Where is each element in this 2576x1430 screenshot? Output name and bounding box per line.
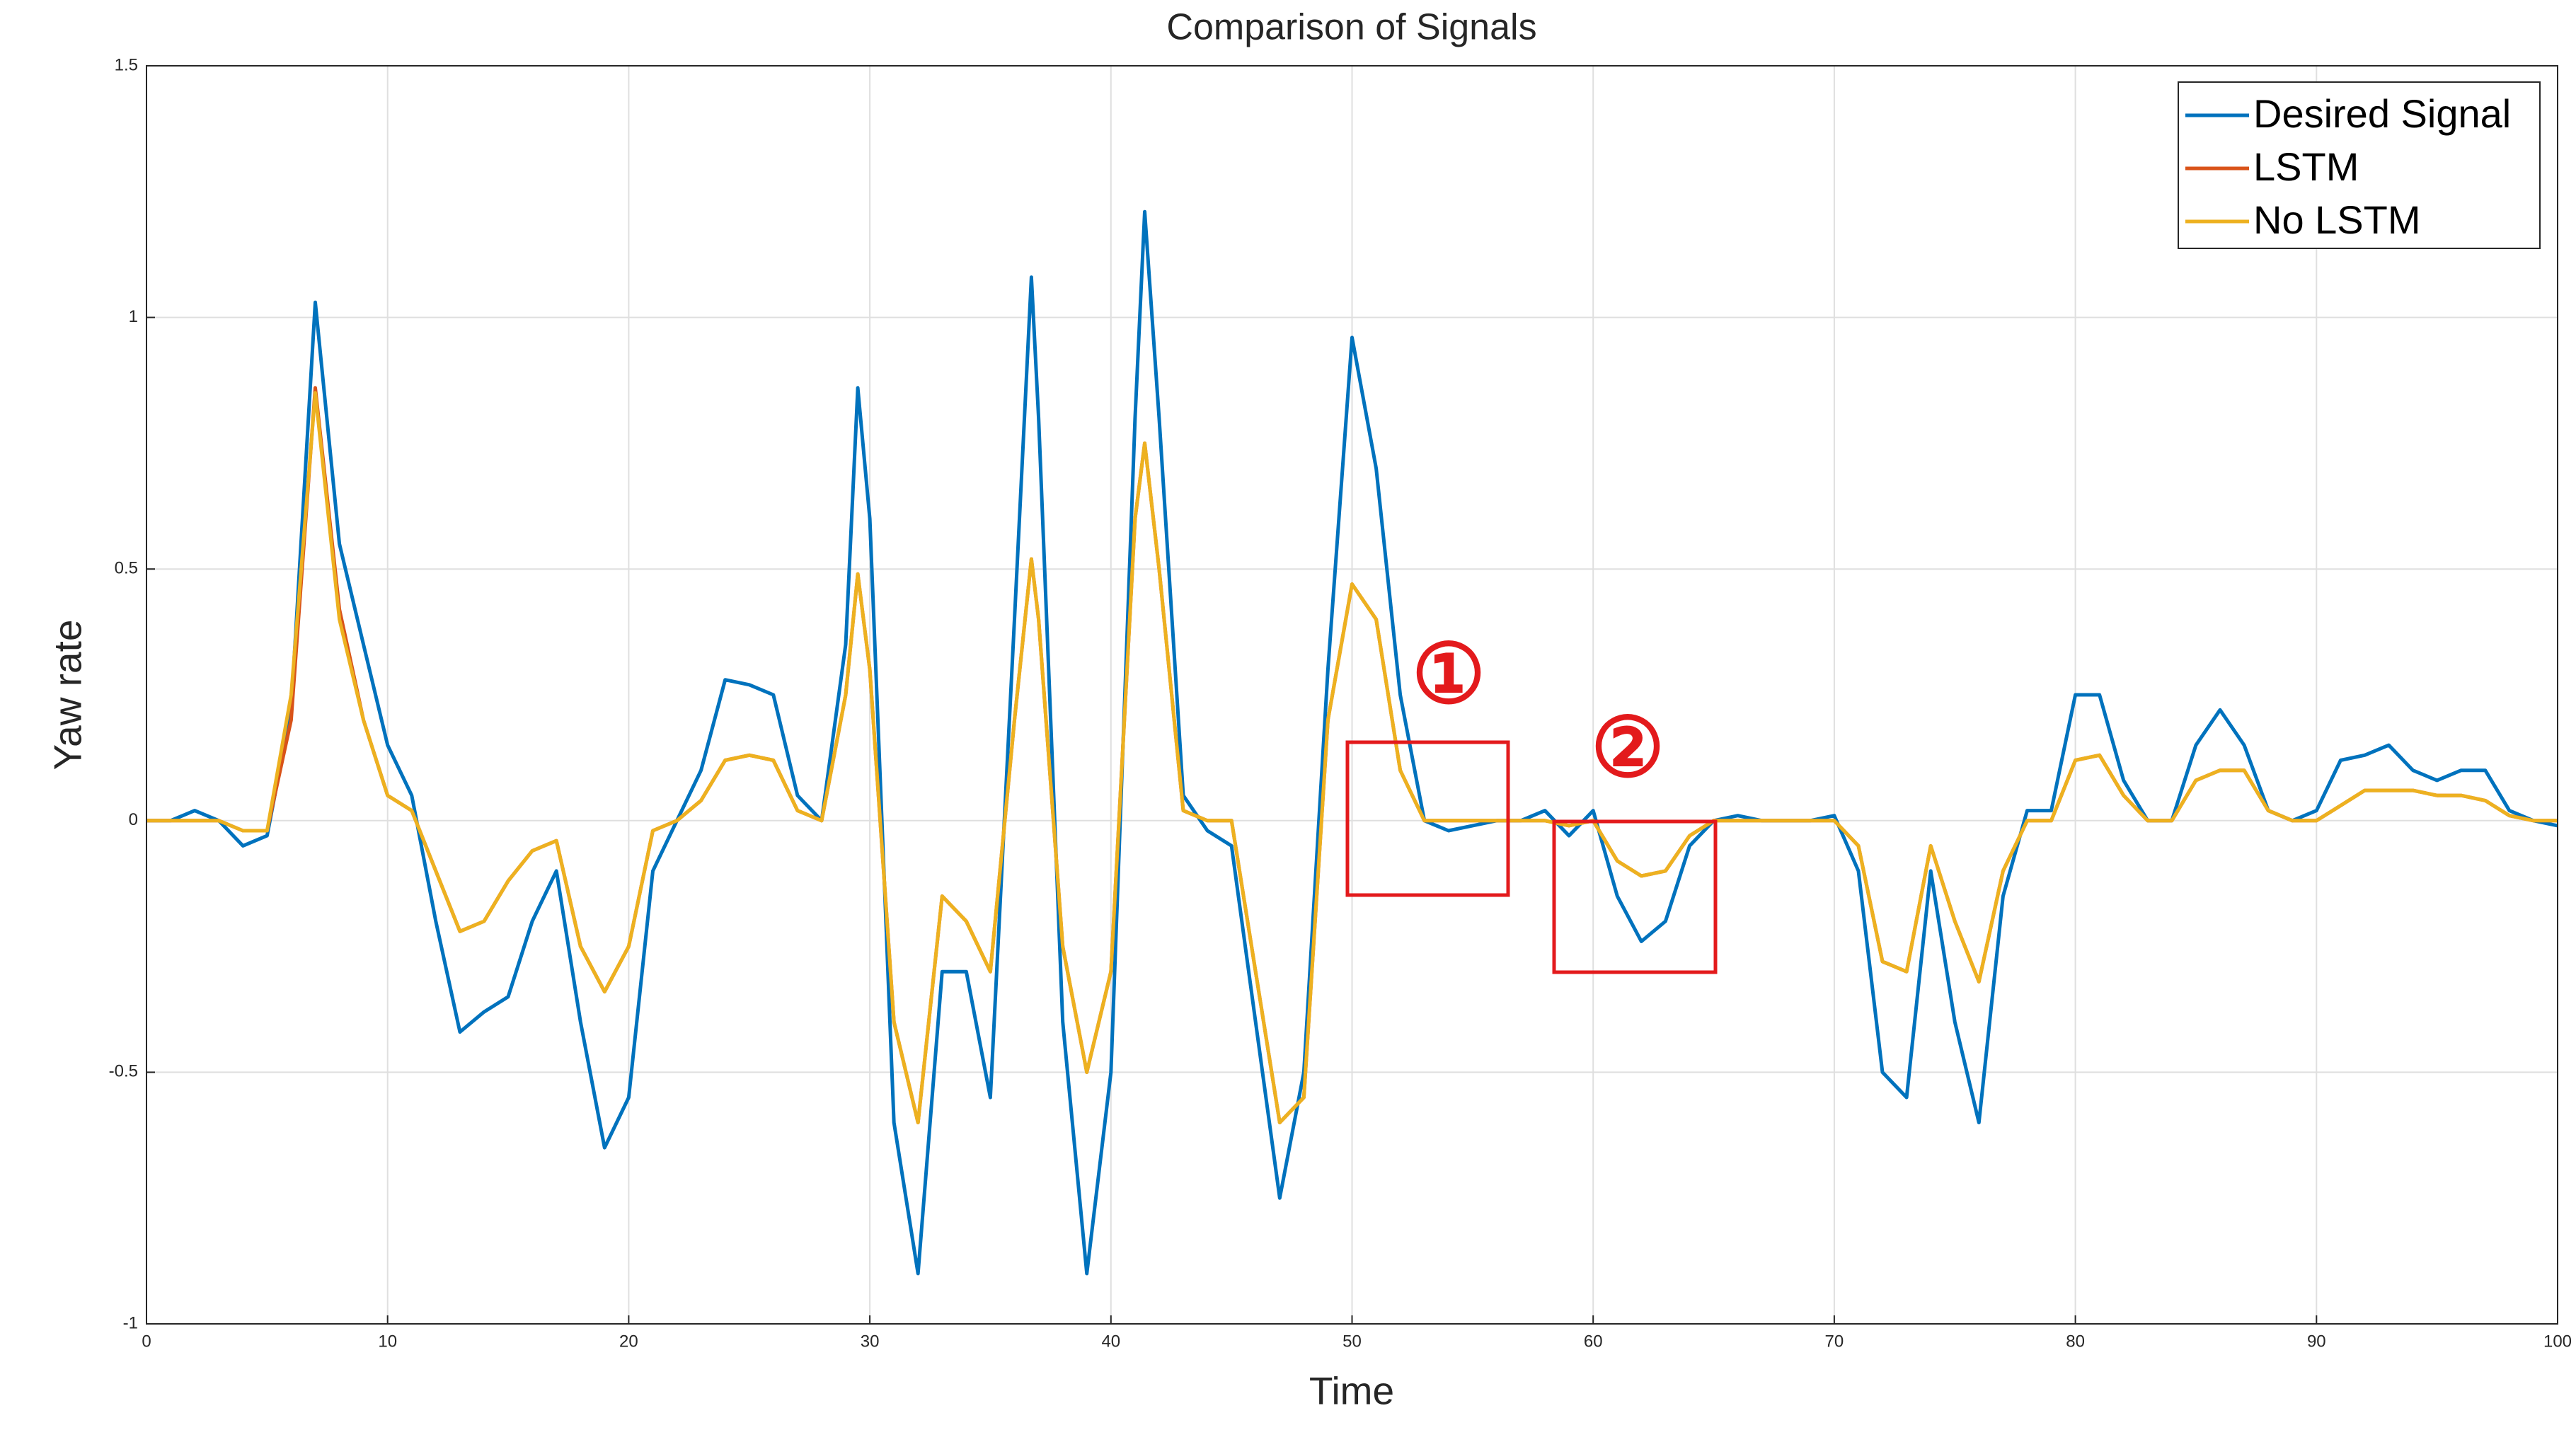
annotation: ② bbox=[1591, 702, 1664, 794]
legend-label: Desired Signal bbox=[2253, 91, 2511, 136]
series-line bbox=[146, 391, 2558, 1124]
x-axis-label: Time bbox=[1309, 1369, 1394, 1413]
x-tick-label: 70 bbox=[1825, 1332, 1844, 1351]
grid bbox=[146, 65, 2558, 1325]
y-tick-label: 1.5 bbox=[115, 55, 138, 74]
y-tick-label: 0.5 bbox=[115, 559, 138, 578]
y-axis-label: Yaw rate bbox=[46, 620, 90, 771]
x-tick-label: 10 bbox=[378, 1332, 397, 1351]
y-tick-label: -1 bbox=[123, 1313, 138, 1332]
axes-box bbox=[146, 65, 2558, 1325]
legend: Desired Signal LSTM No LSTM bbox=[2178, 81, 2541, 249]
chart-title: Comparison of Signals bbox=[1166, 7, 1536, 48]
legend-label: LSTM bbox=[2253, 144, 2359, 189]
x-tick-label: 0 bbox=[142, 1332, 151, 1351]
highlight-box bbox=[1345, 740, 1510, 897]
x-tick-label: 50 bbox=[1342, 1332, 1362, 1351]
y-tick-label: 0 bbox=[129, 810, 138, 829]
highlight-box bbox=[1552, 819, 1718, 974]
y-tick-label: 1 bbox=[129, 307, 138, 326]
x-tick-label: 40 bbox=[1101, 1332, 1120, 1351]
x-tick-label: 30 bbox=[861, 1332, 880, 1351]
x-tick-label: 20 bbox=[619, 1332, 638, 1351]
legend-label: No LSTM bbox=[2253, 197, 2421, 242]
x-tick-label: 100 bbox=[2543, 1332, 2572, 1351]
y-tick-label: -0.5 bbox=[109, 1062, 138, 1081]
x-tick-label: 60 bbox=[1584, 1332, 1603, 1351]
x-tick-label: 80 bbox=[2066, 1332, 2085, 1351]
x-tick-label: 90 bbox=[2307, 1332, 2326, 1351]
lines bbox=[146, 209, 2558, 1276]
annotation: ① bbox=[1412, 628, 1485, 720]
